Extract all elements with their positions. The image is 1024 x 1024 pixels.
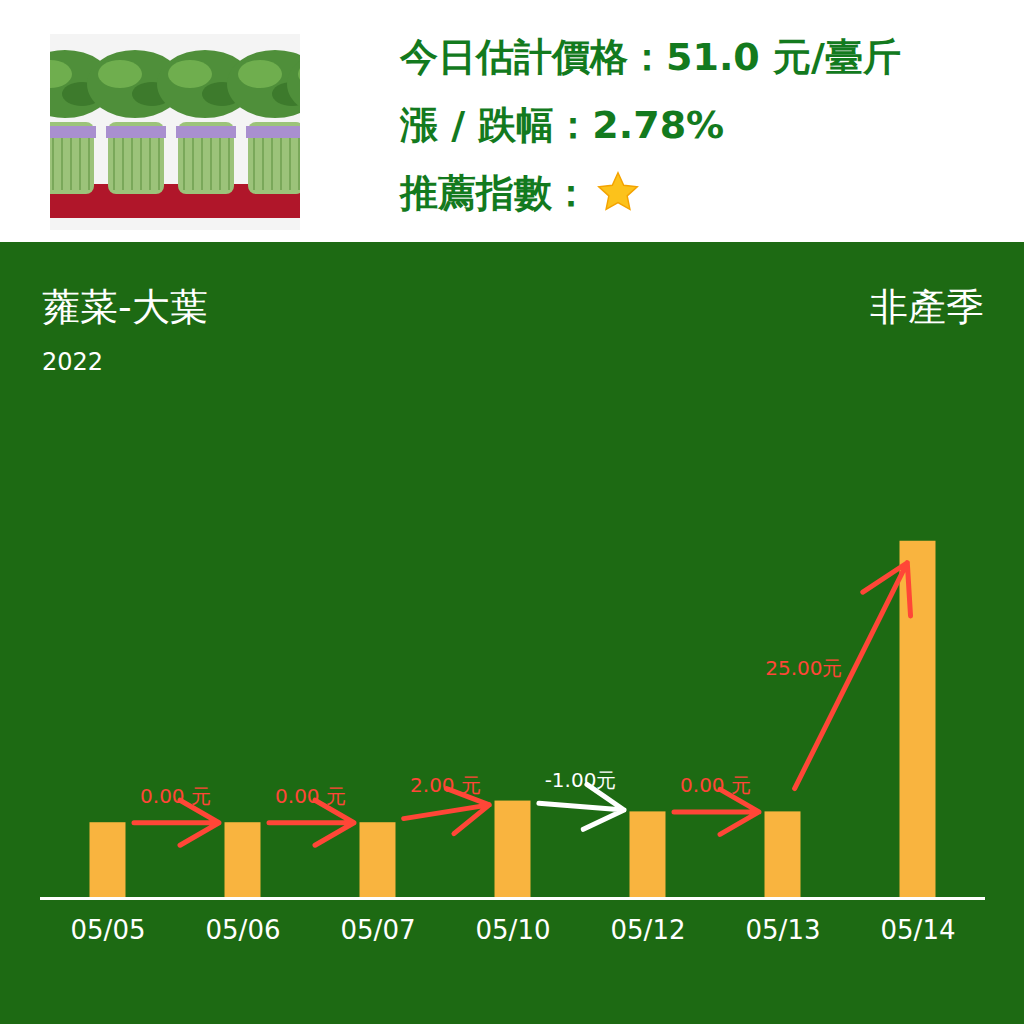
- svg-text:25.00元: 25.00元: [765, 656, 842, 680]
- svg-text:2.00 元: 2.00 元: [410, 773, 481, 797]
- svg-text:05/07: 05/07: [341, 915, 416, 945]
- html-text:蕹菜-大葉: 蕹菜-大葉: [42, 285, 208, 329]
- svg-text:-1.00元: -1.00元: [545, 768, 617, 792]
- html-text:推薦指數：: 推薦指數：: [400, 171, 590, 215]
- svg-text:05/10: 05/10: [476, 915, 551, 945]
- html-text:2022: 2022: [42, 348, 104, 376]
- svg-text:05/06: 05/06: [206, 915, 281, 945]
- svg-text:0.00 元: 0.00 元: [680, 773, 751, 797]
- svg-text:0.00 元: 0.00 元: [140, 784, 211, 808]
- svg-text:05/12: 05/12: [611, 915, 686, 945]
- svg-text:0.00 元: 0.00 元: [275, 784, 346, 808]
- svg-text:05/05: 05/05: [71, 915, 146, 945]
- html-text:漲 / 跌幅：2.78%: 漲 / 跌幅：2.78%: [400, 103, 725, 147]
- svg-text:05/14: 05/14: [881, 915, 956, 945]
- html-text:今日估計價格：51.0 元/臺斤: 今日估計價格：51.0 元/臺斤: [400, 35, 901, 79]
- html-text:非產季: 非產季: [870, 285, 984, 329]
- svg-text:05/13: 05/13: [746, 915, 821, 945]
